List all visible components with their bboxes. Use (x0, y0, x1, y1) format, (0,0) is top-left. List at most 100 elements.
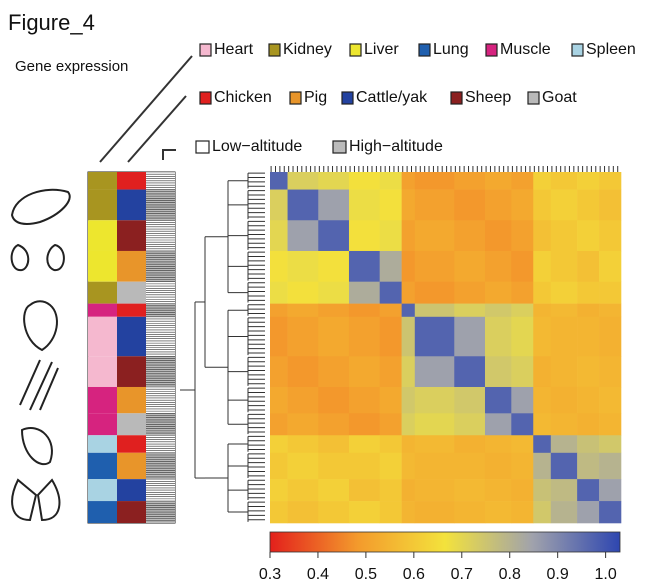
heatmap-cell (577, 453, 599, 480)
heatmap-cell (533, 387, 551, 414)
heatmap-cell (551, 317, 578, 357)
legend-label: Goat (542, 89, 577, 106)
heatmap-cell (485, 282, 512, 304)
heatmap-cell (402, 501, 415, 523)
heatmap-cell (551, 356, 578, 387)
heatmap-cell (318, 413, 349, 435)
legend-label: Heart (214, 41, 254, 58)
heatmap-cell (349, 220, 380, 251)
heatmap-cell (270, 453, 288, 480)
heatmap-cell (454, 220, 485, 251)
heatmap-cell (288, 501, 319, 523)
heatmap-cell (485, 172, 512, 190)
heatmap-cell (270, 435, 288, 453)
heatmap-cell (533, 435, 551, 453)
tissue-annotation (88, 356, 117, 387)
legend-swatch (419, 44, 430, 56)
heatmap-cell (485, 220, 512, 251)
heatmap-cell (318, 479, 349, 501)
species-annotation (117, 435, 146, 453)
heatmap-cell (577, 387, 599, 414)
heatmap-cell (511, 413, 533, 435)
heatmap-cell (349, 172, 380, 190)
heatmap-cell (402, 317, 415, 357)
heatmap-cell (402, 356, 415, 387)
legend-swatch (350, 44, 361, 56)
heatmap-cell (402, 387, 415, 414)
heatmap-cell (349, 453, 380, 480)
heatmap-cell (577, 304, 599, 317)
heatmap-cell (551, 251, 578, 282)
heatmap-cell (402, 304, 415, 317)
colorbar-tick-label: 0.5 (355, 566, 377, 583)
organ-icons (12, 190, 70, 520)
heatmap-cell (511, 190, 533, 221)
heatmap-cell (599, 282, 621, 304)
colorbar-tick-label: 0.8 (499, 566, 521, 583)
heatmap-cell (485, 435, 512, 453)
heatmap-cell (270, 220, 288, 251)
heatmap-cell (415, 479, 455, 501)
heatmap-cell (288, 220, 319, 251)
heatmap-cell (485, 317, 512, 357)
heatmap-cell (454, 304, 485, 317)
species-annotation (117, 356, 146, 387)
heatmap-cell (415, 453, 455, 480)
heatmap-cell (288, 479, 319, 501)
heatmap-cell (599, 356, 621, 387)
heatmap-cell (454, 282, 485, 304)
heatmap-cell (485, 304, 512, 317)
heatmap-cell (402, 172, 415, 190)
heatmap-cell (454, 387, 485, 414)
heatmap-cell (533, 356, 551, 387)
heatmap-cell (599, 387, 621, 414)
heatmap-cell (551, 190, 578, 221)
heatmap-cell (511, 317, 533, 357)
heatmap-cell (485, 479, 512, 501)
legend-swatch (333, 141, 346, 153)
heatmap-cell (318, 172, 349, 190)
heatmap-cell (454, 501, 485, 523)
figure: Figure_4 Gene expression HeartKidneyLive… (0, 0, 650, 585)
colorbar-tick-label: 0.7 (451, 566, 473, 583)
legend-swatch (528, 92, 539, 104)
heatmap-cell (415, 435, 455, 453)
heatmap-cell (270, 387, 288, 414)
legend-swatch (269, 44, 280, 56)
tissue-annotation (88, 453, 117, 479)
heatmap-cell (454, 317, 485, 357)
heatmap-cell (288, 317, 319, 357)
species-annotation (117, 501, 146, 523)
species-annotation (117, 453, 146, 479)
species-annotation (117, 220, 146, 251)
heatmap-cell (551, 479, 578, 501)
heatmap-cell (454, 172, 485, 190)
legend-label: Chicken (214, 89, 272, 106)
heatmap-cell (270, 413, 288, 435)
heatmap-cell (318, 282, 349, 304)
heatmap-cell (415, 220, 455, 251)
species-annotation (117, 190, 146, 221)
heatmap-cell (380, 304, 402, 317)
heatmap-cell (318, 453, 349, 480)
heatmap-cell (577, 282, 599, 304)
heatmap-cell (349, 501, 380, 523)
heatmap-cell (318, 317, 349, 357)
legend-label: Muscle (500, 41, 551, 58)
tissue-annotation (88, 501, 117, 523)
heatmap-cell (380, 220, 402, 251)
heatmap-cell (415, 356, 455, 387)
legend-label: Kidney (283, 41, 332, 58)
heatmap-cell (511, 356, 533, 387)
heatmap-cell (599, 304, 621, 317)
heatmap-cell (402, 251, 415, 282)
colorbar-tick-label: 1.0 (594, 566, 616, 583)
heatmap-cell (415, 501, 455, 523)
heatmap-cell (599, 413, 621, 435)
heatmap-cell (511, 479, 533, 501)
heatmap-cell (380, 435, 402, 453)
heatmap-cell (270, 304, 288, 317)
legend-swatch (290, 92, 301, 104)
colorbar-tick-label: 0.4 (307, 566, 329, 583)
heatmap-cell (551, 387, 578, 414)
